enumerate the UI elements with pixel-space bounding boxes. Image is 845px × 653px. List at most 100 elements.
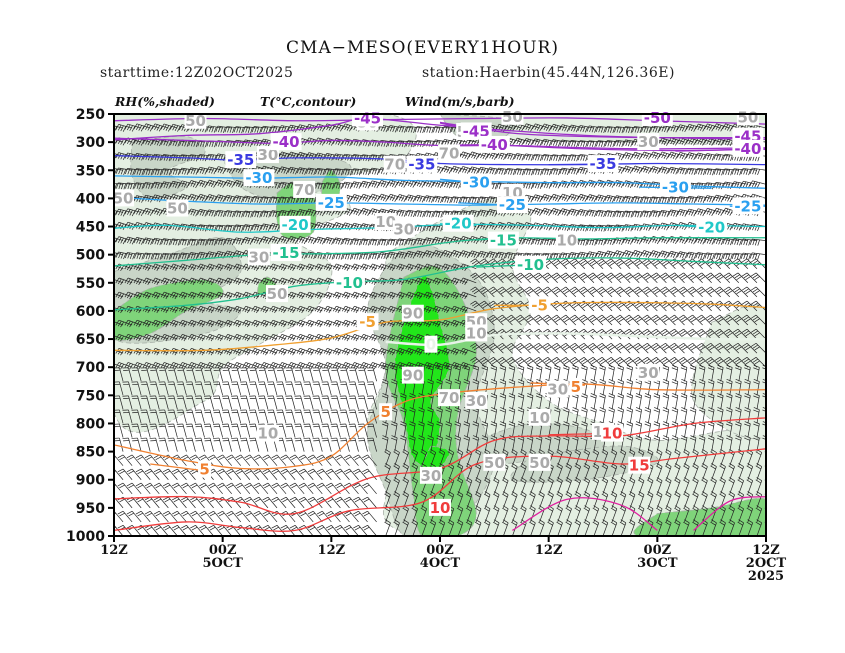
- wind-barb-feather: [335, 154, 339, 160]
- wind-barb-feather: [600, 141, 604, 147]
- wind-barb-feather: [131, 140, 136, 146]
- wind-barb-feather: [417, 140, 420, 147]
- wind-barb-feather: [107, 125, 110, 130]
- wind-barb-feather: [154, 139, 158, 145]
- wind-barb-feather: [214, 141, 217, 148]
- wind-barb-feather: [136, 138, 140, 145]
- wind-barb-feather: [344, 124, 348, 130]
- wind-barb-feather: [109, 293, 112, 298]
- wind-barb-feather: [580, 140, 583, 147]
- wind-barb-feather: [695, 123, 699, 130]
- wind-barb-feather: [727, 125, 731, 131]
- wind-barb-feather: [147, 139, 151, 146]
- wind-barb: [114, 125, 124, 129]
- wind-barb-feather: [358, 140, 362, 147]
- wind-barb-feather: [172, 139, 176, 146]
- wind-barb-feather: [713, 138, 717, 144]
- wind-barb-feather: [616, 126, 620, 133]
- wind-barb-feather: [676, 137, 681, 144]
- wind-barb-feather: [655, 126, 658, 133]
- wind-barb-feather: [392, 126, 396, 133]
- wind-barb-feather: [530, 125, 534, 132]
- wind-barb-feather: [722, 138, 726, 145]
- wind-barb-feather: [631, 139, 635, 146]
- wind-barb-feather: [103, 238, 106, 243]
- wind-barb-feather: [102, 294, 105, 299]
- wind-barb-feather: [120, 153, 124, 160]
- wind-barb-feather: [595, 126, 599, 132]
- wind-barb-feather: [666, 126, 670, 133]
- wind-barb-feather: [441, 126, 445, 133]
- wind-barb-feather: [109, 265, 112, 270]
- wind-barb-feather: [641, 126, 644, 133]
- wind-barb-feather: [609, 140, 613, 147]
- wind-barb-feather: [156, 139, 160, 146]
- wind-barb-feather: [661, 125, 665, 132]
- wind-barb-feather: [109, 210, 111, 215]
- wind-barb-feather: [401, 126, 405, 133]
- wind-barb-feather: [107, 236, 110, 241]
- wind-barb-feather: [414, 140, 418, 147]
- wind-barb: [114, 324, 115, 325]
- wind-barb-feather: [101, 183, 103, 189]
- wind-barb-feather: [699, 125, 704, 131]
- wind-barb-feather: [621, 141, 625, 148]
- wind-barb-feather: [539, 125, 543, 132]
- wind-barb-feather: [622, 139, 626, 146]
- wind-barb-feather: [711, 125, 715, 132]
- wind-barb-feather: [618, 140, 622, 147]
- wind-barb-feather: [404, 141, 407, 148]
- wind-barb-feather: [727, 139, 731, 146]
- wind-barb-feather: [238, 127, 242, 133]
- wind-barb-feather: [566, 126, 570, 133]
- wind-barb-feather: [100, 293, 103, 298]
- wind-barb-feather: [100, 210, 102, 216]
- wind-barb-feather: [545, 125, 550, 131]
- wind-barb-feather: [724, 124, 729, 130]
- wind-barb-feather: [614, 126, 617, 133]
- wind-barb-feather: [711, 140, 715, 146]
- wind-barb-feather: [612, 141, 616, 148]
- wind-barb-feather: [326, 138, 330, 145]
- wind-barb-feather: [589, 126, 592, 132]
- station-label: station:Haerbin(45.44N,126.36E): [422, 65, 675, 81]
- wind-barb-feather: [571, 140, 574, 147]
- wind-barb-feather: [150, 154, 154, 161]
- wind-barb-feather: [138, 139, 142, 145]
- wind-barb-feather: [184, 140, 187, 147]
- wind-barb-feather: [541, 123, 545, 130]
- wind-barb-feather: [281, 125, 285, 132]
- wind-barb-feather: [227, 126, 230, 133]
- wind-barb-feather: [582, 141, 586, 147]
- wind-barb-feather: [105, 169, 107, 174]
- wind-barb-feather: [351, 139, 355, 145]
- wind-barb-feather: [518, 125, 523, 131]
- wind-barb-feather: [140, 140, 145, 146]
- wind-barb-feather: [133, 123, 138, 130]
- wind-barb-feather: [145, 124, 149, 130]
- wind-barb-feather: [632, 126, 635, 133]
- wind-barb-feather: [585, 141, 588, 148]
- wind-barb-feather: [603, 141, 606, 148]
- wind-barb-feather: [117, 124, 122, 131]
- wind-barb-feather: [190, 140, 194, 147]
- wind-barb-feather: [706, 124, 711, 130]
- wind-barb-feather: [444, 126, 448, 133]
- wind-barb-feather: [138, 125, 142, 131]
- wind-barb-feather: [340, 125, 344, 132]
- wind-barb-feather: [165, 140, 169, 146]
- wind-barb-feather: [107, 183, 109, 189]
- wind-barb-feather: [387, 125, 391, 132]
- wind-barb-feather: [303, 139, 308, 146]
- wind-barb-feather: [109, 125, 112, 130]
- wind-barb-feather: [202, 141, 206, 147]
- wind-barb-feather: [422, 127, 425, 134]
- wind-barb-feather: [181, 140, 185, 147]
- wind-barb-feather: [186, 141, 190, 147]
- wind-barb-feather: [697, 124, 701, 131]
- wind-barb-feather: [405, 126, 409, 132]
- wind-barb-feather: [495, 124, 500, 130]
- wind-barb-feather: [115, 124, 119, 130]
- wind-barb-feather: [619, 127, 622, 133]
